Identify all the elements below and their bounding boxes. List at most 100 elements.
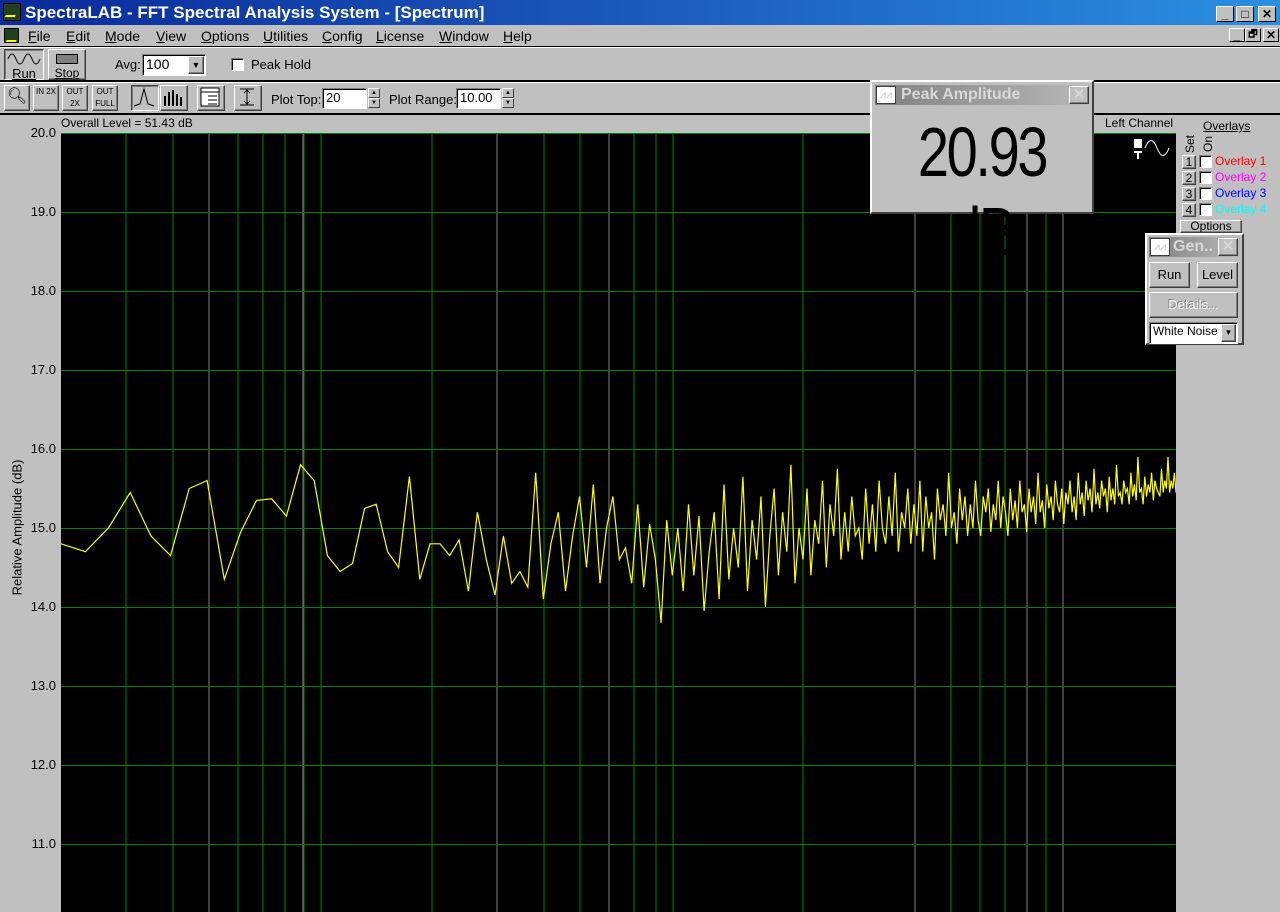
generator-run-button[interactable]: Run (1149, 262, 1190, 288)
peak-window-title: Peak Amplitude (901, 86, 1021, 103)
peak-window-close-button[interactable]: ✕ (1069, 86, 1089, 104)
y-tick-label: 17.0 (30, 362, 56, 377)
generator-level-button[interactable]: Level (1197, 262, 1238, 288)
peak-amplitude-window: ⩘⩘ Peak Amplitude ✕ 20.93 dB (870, 80, 1094, 271)
overlay-on-checkbox[interactable] (1199, 155, 1212, 168)
spin-down-icon[interactable]: ▼ (368, 98, 380, 108)
overlay-set-button[interactable]: 4 (1182, 203, 1196, 217)
overlay-options-button[interactable]: Options (1180, 220, 1242, 233)
line-plot-button[interactable] (131, 85, 159, 111)
spin-up-icon[interactable]: ▲ (368, 88, 380, 98)
plot-range-input[interactable]: 10.00 (456, 88, 501, 109)
menu-options[interactable]: Options (201, 28, 250, 44)
y-tick-label: 14.0 (30, 599, 56, 614)
overlay-on-checkbox[interactable] (1199, 203, 1212, 216)
overlays-title[interactable]: Overlays (1203, 119, 1251, 133)
spectrum-trace (61, 456, 1176, 623)
chevron-down-icon[interactable]: ▼ (188, 56, 204, 74)
overlay-set-button[interactable]: 2 (1182, 171, 1196, 185)
overlay-set-button[interactable]: 1 (1182, 155, 1196, 169)
signal-type-dropdown[interactable]: White Noise ▼ (1149, 322, 1238, 344)
plot-top-label: Plot Top: (271, 92, 322, 107)
stereo-sine-icon[interactable] (1133, 137, 1173, 162)
zoom-out-icon: OUT 2X (66, 87, 84, 108)
zoom-in-2x-button[interactable]: IN 2X (33, 85, 59, 111)
plot-range-spinner[interactable]: ▲ ▼ (502, 88, 514, 108)
y-tick-label: 20.0 (30, 125, 56, 140)
menu-edit[interactable]: Edit (66, 28, 91, 44)
app-icon[interactable] (3, 3, 21, 21)
y-tick-label: 19.0 (30, 204, 56, 219)
y-tick-label: 13.0 (30, 678, 56, 693)
spin-up-icon[interactable]: ▲ (502, 88, 514, 98)
auto-scale-button[interactable] (234, 85, 262, 111)
panel-icon (200, 87, 220, 107)
vertical-scale-icon (240, 88, 254, 106)
set-column-label: Set (1183, 134, 1198, 154)
close-button[interactable]: ✕ (1258, 6, 1276, 22)
overlay-set-button[interactable]: 3 (1182, 187, 1196, 201)
minimize-button[interactable]: _ (1216, 6, 1234, 22)
run-label: Run (12, 66, 36, 81)
zoom-full-icon: OUT FULL (95, 87, 115, 108)
zoom-in-icon: IN 2X (35, 87, 56, 96)
menu-license[interactable]: License (376, 28, 425, 44)
stop-button[interactable]: Stop (48, 49, 86, 80)
document-icon[interactable] (4, 28, 19, 43)
stop-icon (56, 54, 78, 64)
generator-window: ⩘⩘ Gen... ✕ Run Level Details... White N… (1145, 233, 1244, 345)
overlay-on-checkbox[interactable] (1199, 187, 1212, 200)
maximize-button[interactable]: □ (1236, 6, 1254, 22)
overlay-label: Overlay 4 (1215, 202, 1267, 216)
generator-close-button[interactable]: ✕ (1218, 238, 1238, 256)
plot-top-input[interactable]: 20 (322, 88, 367, 109)
generator-details-button[interactable]: Details... (1149, 292, 1238, 318)
mdi-close-button[interactable]: ✕ (1263, 28, 1279, 42)
y-tick-label: 11.0 (31, 836, 56, 851)
menu-help[interactable]: Help (503, 28, 532, 44)
overlay-label: Overlay 2 (1215, 170, 1267, 184)
display-options-button[interactable] (197, 85, 225, 111)
stop-label: Stop (54, 66, 80, 80)
peak-window-caption: ⩘⩘ Peak Amplitude ✕ (875, 85, 1089, 105)
overlay-label: Overlay 3 (1215, 186, 1267, 200)
zoom-tool-button[interactable]: 🔍︎ (4, 85, 30, 111)
peak-hold-label: Peak Hold (251, 57, 311, 72)
avg-label: Avg: (115, 57, 141, 72)
menu-utilities[interactable]: Utilities (263, 28, 309, 44)
plot-range-label: Plot Range: (389, 92, 457, 107)
run-button[interactable]: Run (4, 49, 44, 81)
zoom-full-button[interactable]: OUT FULL (92, 85, 118, 111)
spectrum-plot[interactable] (61, 133, 1176, 912)
bar-plot-button[interactable] (160, 85, 188, 111)
spin-down-icon[interactable]: ▼ (502, 98, 514, 108)
y-tick-label: 12.0 (30, 757, 56, 772)
mdi-restore-button[interactable]: 🗗 (1245, 28, 1261, 42)
zoom-out-2x-button[interactable]: OUT 2X (62, 85, 88, 111)
menu-file[interactable]: File (28, 28, 51, 44)
avg-dropdown[interactable]: 100 ▼ (142, 54, 206, 76)
meter-icon: ⩘⩘ (876, 86, 896, 104)
meter-icon: ⩘⩘ (1150, 238, 1170, 256)
magnifier-icon: 🔍︎ (6, 88, 28, 105)
spectrum-chart (61, 133, 1176, 912)
mdi-minimize-button[interactable]: _ (1229, 28, 1245, 42)
plot-top-spinner[interactable]: ▲ ▼ (368, 88, 380, 108)
close-icon: ✕ (1221, 238, 1235, 255)
chevron-down-icon[interactable]: ▼ (1221, 324, 1236, 342)
title-bar: SpectraLAB - FFT Spectral Analysis Syste… (0, 0, 1280, 25)
menu-view[interactable]: View (156, 28, 187, 44)
toolbar-main: Run Stop Avg: 100 ▼ Peak Hold (0, 47, 1280, 82)
overlay-on-checkbox[interactable] (1199, 171, 1212, 184)
menu-mode[interactable]: Mode (105, 28, 141, 44)
y-tick-label: 16.0 (30, 441, 56, 456)
channel-label: Left Channel (1105, 116, 1174, 130)
peak-hold-checkbox[interactable] (231, 58, 244, 71)
menu-window[interactable]: Window (439, 28, 489, 44)
sine-wave-icon (7, 53, 41, 65)
peak-amplitude-value: 20.93 dB (917, 113, 1049, 271)
generator-title: Gen... (1173, 238, 1213, 255)
generator-caption: ⩘⩘ Gen... ✕ (1149, 237, 1240, 257)
menu-config[interactable]: Config (322, 28, 363, 44)
avg-value: 100 (146, 56, 170, 72)
